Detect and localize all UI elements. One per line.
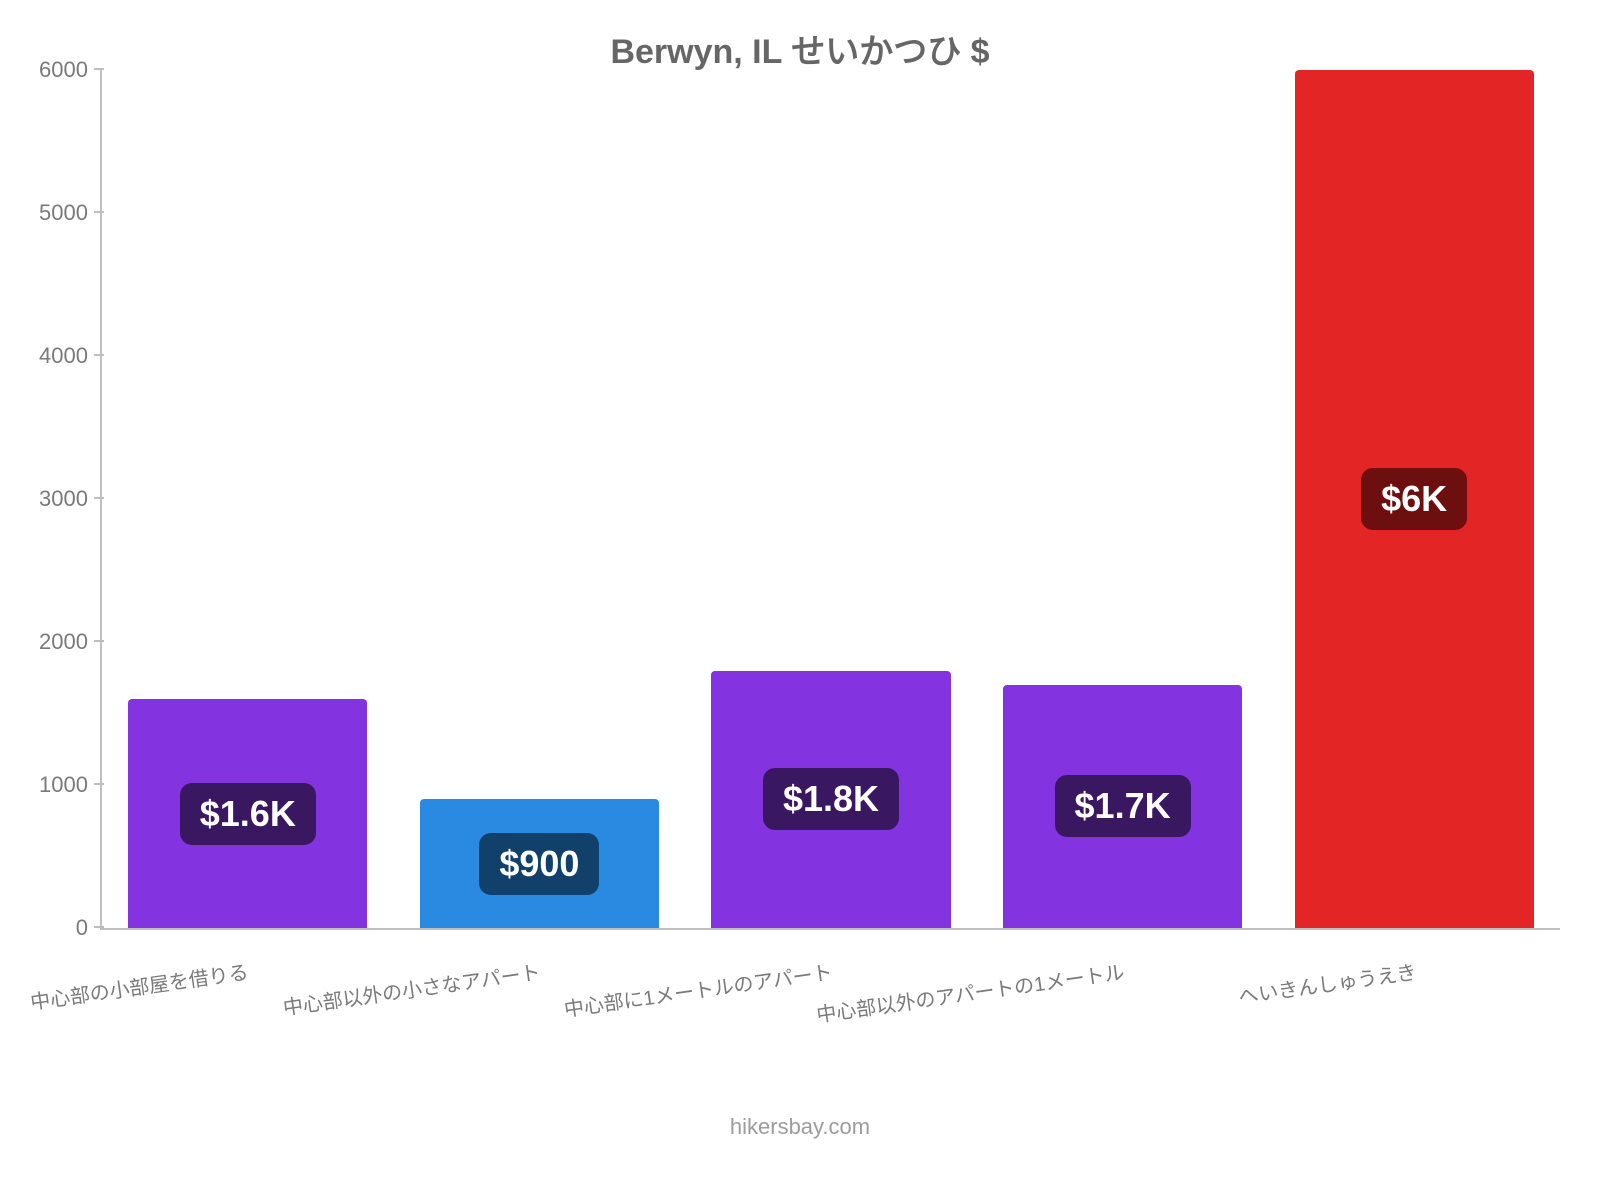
bar-avg-income: $6K <box>1295 70 1534 928</box>
y-tick: 6000 <box>39 57 102 83</box>
x-label: 中心部の小部屋を借りる <box>28 956 250 1015</box>
value-badge: $1.7K <box>1055 775 1191 837</box>
chart-container: Berwyn, IL せいかつひ $ 0 1000 2000 3000 4000… <box>0 0 1600 1200</box>
y-tick: 1000 <box>39 772 102 798</box>
x-label-slot: へいきんしゅうえき <box>1268 932 1560 1052</box>
value-badge: $1.8K <box>763 768 899 830</box>
bar-slot: $1.8K <box>685 70 977 928</box>
value-badge: $1.6K <box>180 783 316 845</box>
value-badge: $900 <box>479 833 599 895</box>
plot-area: 0 1000 2000 3000 4000 5000 6000 $1.6K $9… <box>100 70 1560 930</box>
y-tick: 4000 <box>39 343 102 369</box>
bar-sqm-outside: $1.7K <box>1003 685 1242 928</box>
y-tick: 2000 <box>39 629 102 655</box>
bar-rent-center-small: $1.6K <box>128 699 367 928</box>
bar-slot: $1.7K <box>977 70 1269 928</box>
x-axis-labels: 中心部の小部屋を借りる 中心部以外の小さなアパート 中心部に1メートルのアパート… <box>100 932 1560 1052</box>
y-tick: 0 <box>76 915 102 941</box>
bar-rent-outside-small: $900 <box>420 799 659 928</box>
bar-sqm-center: $1.8K <box>711 671 950 928</box>
attribution-text: hikersbay.com <box>0 1114 1600 1140</box>
y-tick: 3000 <box>39 486 102 512</box>
value-badge: $6K <box>1361 468 1467 530</box>
bars-row: $1.6K $900 $1.8K $1.7K $6K <box>102 70 1560 928</box>
chart-title: Berwyn, IL せいかつひ $ <box>0 24 1600 73</box>
y-tick: 5000 <box>39 200 102 226</box>
bar-slot: $1.6K <box>102 70 394 928</box>
x-label-slot: 中心部以外のアパートの1メートル <box>976 932 1268 1052</box>
bar-slot: $900 <box>394 70 686 928</box>
bar-slot: $6K <box>1268 70 1560 928</box>
